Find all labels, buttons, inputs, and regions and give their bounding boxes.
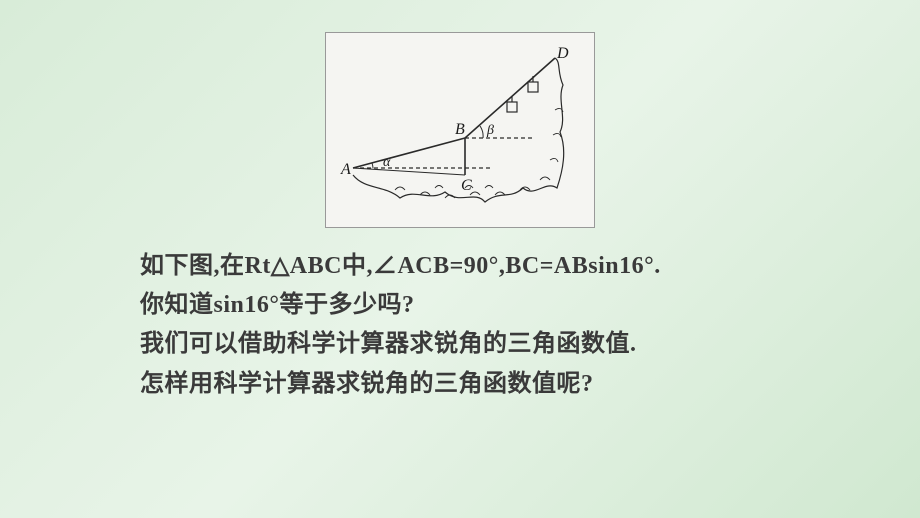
geometry-diagram: A B C D α β — [325, 32, 595, 228]
body-text: 如下图,在Rt△ABC中,∠ACB=90°,BC=ABsin16°. 你知道si… — [140, 248, 840, 405]
label-a: A — [340, 161, 351, 178]
label-b: B — [455, 121, 465, 138]
text-line-1: 如下图,在Rt△ABC中,∠ACB=90°,BC=ABsin16°. — [140, 248, 840, 285]
label-beta: β — [486, 123, 494, 138]
ac-line — [353, 168, 465, 175]
label-d: D — [556, 45, 569, 62]
text-line-2: 你知道sin16°等于多少吗? — [140, 287, 840, 324]
text-line-3: 我们可以借助科学计算器求锐角的三角函数值. — [140, 326, 840, 363]
cable-cars — [507, 76, 538, 112]
diagram-svg: A B C D α β — [335, 40, 585, 220]
diagram-labels: A B C D α β — [340, 45, 569, 194]
text-line-4: 怎样用科学计算器求锐角的三角函数值呢? — [140, 366, 840, 403]
angle-beta-arc — [480, 126, 483, 138]
angle-alpha-arc — [372, 163, 373, 168]
terrain-texture — [395, 108, 563, 198]
label-alpha: α — [383, 155, 391, 170]
label-c: C — [461, 177, 472, 194]
